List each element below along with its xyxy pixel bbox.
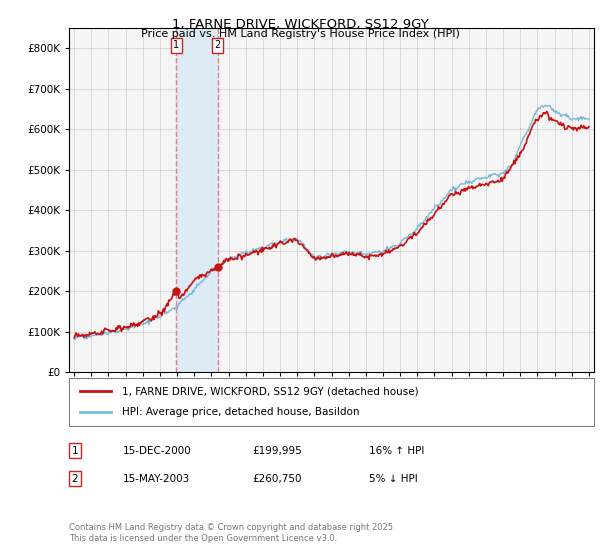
Text: 5% ↓ HPI: 5% ↓ HPI	[369, 474, 418, 484]
Text: £260,750: £260,750	[252, 474, 302, 484]
Text: Price paid vs. HM Land Registry's House Price Index (HPI): Price paid vs. HM Land Registry's House …	[140, 29, 460, 39]
Text: Contains HM Land Registry data © Crown copyright and database right 2025.
This d: Contains HM Land Registry data © Crown c…	[69, 524, 395, 543]
Text: 15-DEC-2000: 15-DEC-2000	[123, 446, 192, 456]
Text: 1, FARNE DRIVE, WICKFORD, SS12 9GY (detached house): 1, FARNE DRIVE, WICKFORD, SS12 9GY (deta…	[121, 386, 418, 396]
Bar	[176, 28, 218, 372]
Text: 15-MAY-2003: 15-MAY-2003	[123, 474, 190, 484]
Text: 2: 2	[215, 40, 221, 50]
Text: 1: 1	[71, 446, 79, 456]
Text: 1: 1	[173, 40, 179, 50]
Text: 1, FARNE DRIVE, WICKFORD, SS12 9GY: 1, FARNE DRIVE, WICKFORD, SS12 9GY	[172, 18, 428, 31]
Text: 16% ↑ HPI: 16% ↑ HPI	[369, 446, 424, 456]
FancyBboxPatch shape	[69, 378, 594, 426]
Text: HPI: Average price, detached house, Basildon: HPI: Average price, detached house, Basi…	[121, 407, 359, 417]
Text: 2: 2	[71, 474, 79, 484]
Text: £199,995: £199,995	[252, 446, 302, 456]
